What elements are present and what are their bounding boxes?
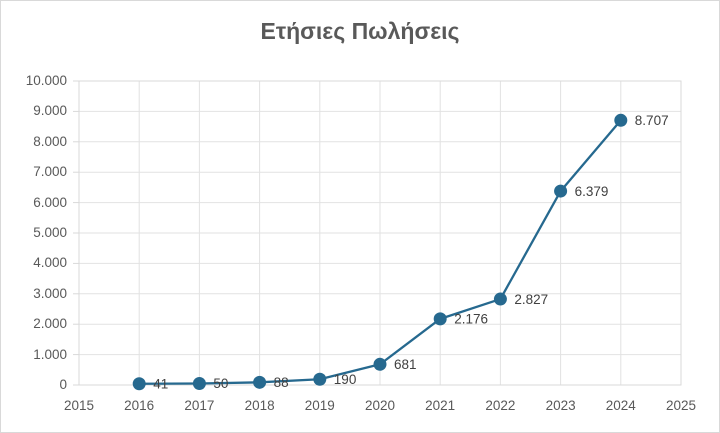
data-point bbox=[433, 312, 447, 326]
x-tick-label: 2016 bbox=[124, 398, 155, 413]
y-tick-label: 1.000 bbox=[33, 346, 67, 362]
x-tick-label: 2021 bbox=[425, 398, 456, 413]
y-tick-label: 2.000 bbox=[33, 316, 67, 332]
data-point-label: 190 bbox=[334, 372, 357, 387]
y-tick-label: 10.000 bbox=[25, 73, 67, 88]
data-point-label: 2.827 bbox=[514, 292, 548, 307]
data-point bbox=[192, 376, 206, 390]
y-tick-label: 3.000 bbox=[33, 285, 67, 301]
x-tick-label: 2018 bbox=[244, 398, 275, 413]
data-point-label: 6.379 bbox=[575, 184, 609, 199]
data-point-label: 2.176 bbox=[454, 312, 488, 327]
data-point-label: 8.707 bbox=[635, 113, 669, 128]
y-tick-label: 0 bbox=[59, 377, 67, 392]
x-tick-label: 2020 bbox=[364, 398, 396, 413]
y-tick-label: 5.000 bbox=[33, 225, 67, 240]
y-tick-label: 8.000 bbox=[33, 133, 67, 149]
data-point-label: 88 bbox=[274, 375, 289, 390]
data-point-label: 50 bbox=[213, 376, 228, 391]
x-tick-label: 2025 bbox=[665, 398, 697, 413]
y-tick-label: 7.000 bbox=[33, 164, 67, 180]
data-point bbox=[253, 375, 267, 389]
y-tick-label: 6.000 bbox=[33, 194, 67, 210]
data-point bbox=[554, 184, 568, 198]
chart-title: Ετήσιες Πωλήσεις bbox=[260, 18, 460, 44]
y-tick-label: 9.000 bbox=[33, 103, 67, 119]
x-tick-label: 2024 bbox=[605, 398, 636, 413]
data-point bbox=[614, 113, 628, 127]
x-tick-label: 2022 bbox=[485, 398, 516, 413]
data-point-label: 41 bbox=[153, 376, 168, 391]
x-tick-label: 2023 bbox=[545, 398, 576, 413]
y-tick-label: 4.000 bbox=[33, 255, 67, 271]
data-point bbox=[313, 372, 327, 386]
x-tick-label: 2015 bbox=[63, 398, 95, 413]
data-point bbox=[132, 377, 146, 391]
data-point bbox=[373, 357, 387, 371]
data-point bbox=[493, 292, 507, 306]
x-tick-label: 2019 bbox=[304, 398, 335, 413]
x-tick-label: 2017 bbox=[184, 398, 215, 413]
data-point-label: 681 bbox=[394, 357, 417, 372]
